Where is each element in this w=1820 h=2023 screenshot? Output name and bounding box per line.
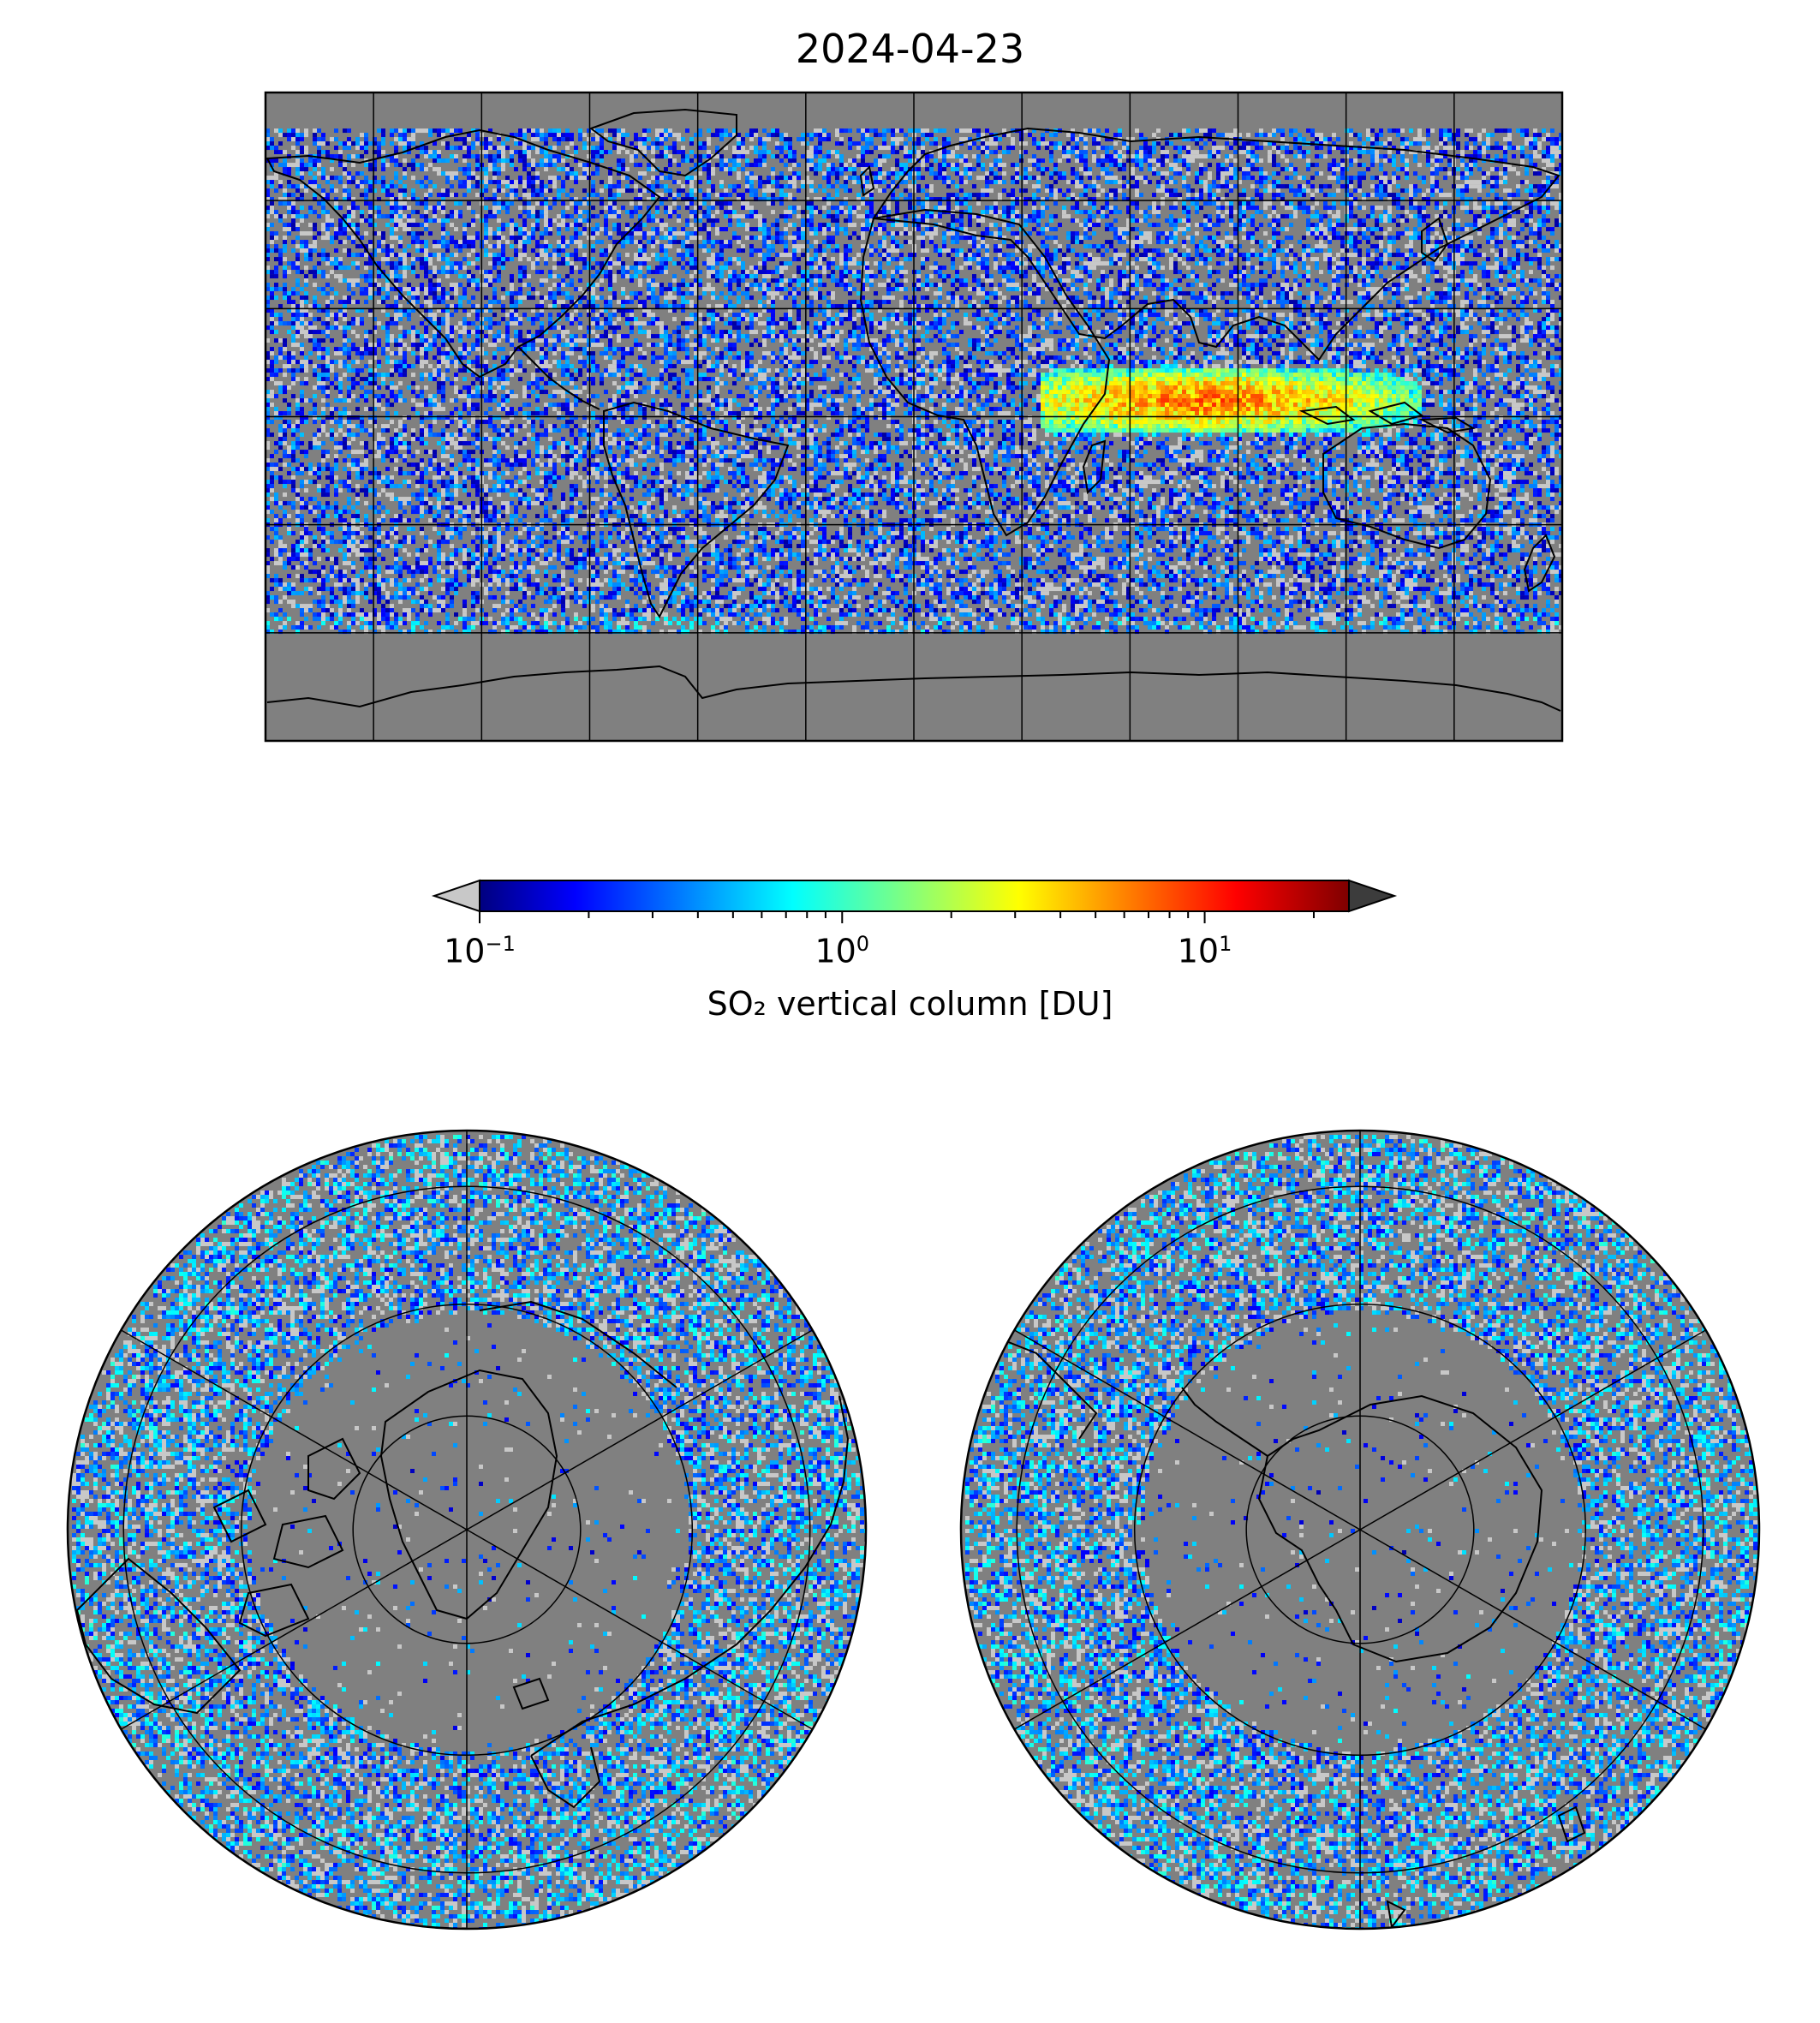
- figure: 2024-04-23: [0, 0, 1820, 2023]
- colorbar-under-extension: [434, 880, 480, 911]
- colorbar-tick-label-1: 100: [815, 932, 869, 970]
- colorbar-label: SO₂ vertical column [DU]: [0, 985, 1820, 1023]
- colorbar-tick-label-0: 10−1: [444, 932, 516, 970]
- colorbar-tick-label-2: 101: [1178, 932, 1232, 970]
- colorbar-over-extension: [1349, 880, 1394, 911]
- south-polar-map: [961, 1131, 1762, 1931]
- colorbar-tick-marks: [480, 911, 1314, 923]
- global-map: [266, 92, 1563, 741]
- north-polar-map: [68, 1131, 868, 1931]
- colorbar-gradient: [480, 880, 1349, 911]
- colorbar: [434, 880, 1394, 923]
